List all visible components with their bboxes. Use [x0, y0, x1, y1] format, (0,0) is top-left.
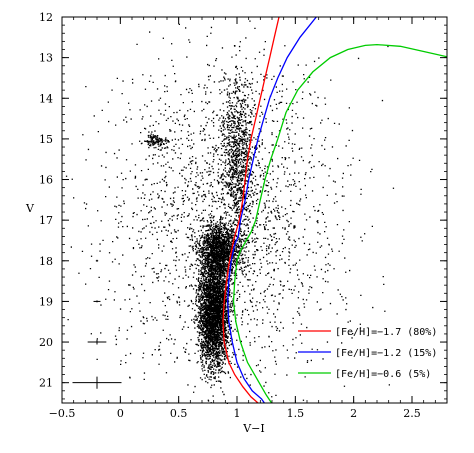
legend-label: [Fe/H]=−1.2 (15%)	[335, 348, 437, 359]
y-tick-label: 19	[39, 295, 53, 308]
y-tick-label: 15	[39, 133, 53, 146]
isochrone-line-1	[222, 17, 280, 403]
y-tick-label: 12	[39, 11, 53, 24]
legend-label: [Fe/H]=−1.7 (80%)	[335, 327, 437, 338]
x-tick-label: 2	[350, 407, 357, 420]
error-bar-2	[93, 300, 101, 303]
isochrone-line-2	[227, 17, 317, 403]
axis-ticks: −0.5 0 0.5 1 1.5 2 2.5 12 13 14 15 16 17 18 19 20 21	[39, 11, 448, 420]
y-tick-label: 16	[39, 174, 53, 187]
x-tick-label: −0.5	[49, 407, 76, 420]
y-axis-title: V	[25, 202, 35, 215]
legend: [Fe/H]=−1.7 (80%) [Fe/H]=−1.2 (15%) [Fe/H]…	[298, 327, 437, 380]
error-bar-4	[72, 376, 122, 389]
star-points-subgiant-branch	[189, 210, 248, 289]
x-axis-title: V−I	[242, 422, 265, 435]
legend-label: [Fe/H]=−0.6 (5%)	[335, 369, 431, 380]
x-tick-label: 2.5	[403, 407, 421, 420]
y-tick-label: 14	[39, 92, 53, 105]
y-tick-label: 13	[39, 52, 53, 65]
star-points-main-sequence-turnoff	[191, 224, 237, 401]
legend-entry-3: [Fe/H]=−0.6 (5%)	[298, 369, 431, 380]
x-tick-label: 1	[234, 407, 241, 420]
plot-frame	[61, 16, 448, 404]
legend-entry-2: [Fe/H]=−1.2 (15%)	[298, 348, 437, 359]
y-tick-label: 18	[39, 255, 53, 268]
legend-entry-1: [Fe/H]=−1.7 (80%)	[298, 327, 437, 338]
y-tick-label: 21	[39, 377, 53, 390]
star-points-field-background	[65, 20, 395, 404]
x-tick-label: 0	[117, 407, 124, 420]
error-bar-3	[87, 339, 107, 345]
isochrone-line-3	[232, 43, 447, 403]
y-tick-label: 20	[39, 336, 53, 349]
y-tick-label: 17	[39, 214, 53, 227]
isochrone-curves	[222, 17, 447, 403]
x-tick-label: 0.5	[170, 407, 188, 420]
star-points	[65, 20, 395, 404]
error-bars	[72, 259, 122, 389]
x-tick-label: 1.5	[287, 407, 305, 420]
error-bar-1	[95, 259, 99, 262]
star-points-horizontal-branch	[139, 131, 170, 151]
